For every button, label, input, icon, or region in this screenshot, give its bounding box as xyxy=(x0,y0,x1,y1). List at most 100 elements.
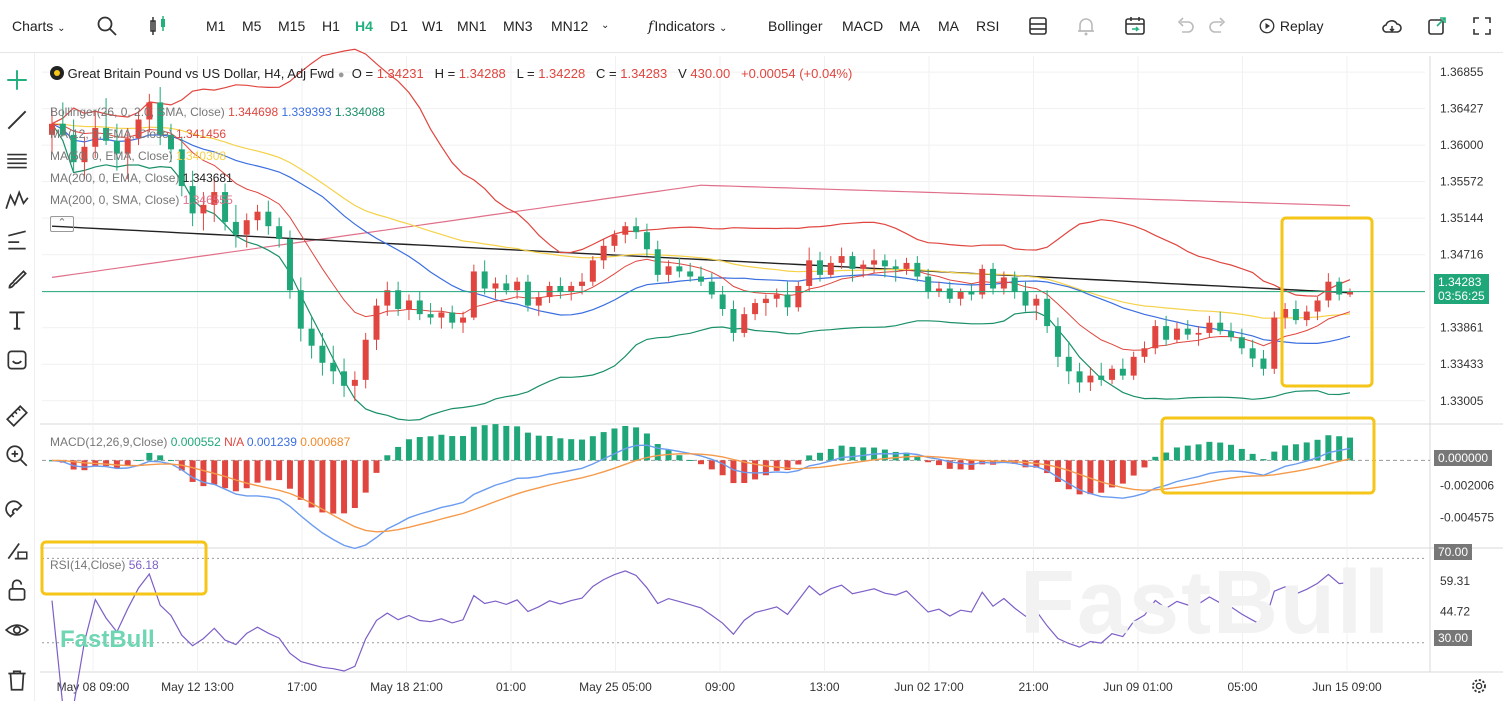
candle-body xyxy=(816,260,823,275)
tf-h4[interactable]: H4 xyxy=(355,18,373,34)
macd-histogram-bar xyxy=(124,460,131,466)
emoji-icon[interactable] xyxy=(4,347,30,373)
macd-histogram-bar xyxy=(362,460,369,493)
rsi-legend[interactable]: RSI(14,Close) 56.18 xyxy=(50,557,159,573)
macd-histogram-bar xyxy=(416,437,423,461)
tf-m5[interactable]: M5 xyxy=(242,18,262,34)
charts-menu[interactable]: Charts ⌄ xyxy=(12,18,66,34)
o-label: O = xyxy=(351,66,374,81)
macd-histogram-bar xyxy=(1087,460,1094,495)
time-axis-label: Jun 15 09:00 xyxy=(1312,680,1382,694)
macd-legend[interactable]: MACD(12,26,9,Close) 0.000552 N/A 0.00123… xyxy=(50,434,350,450)
ma200e-legend[interactable]: MA(200, 0, EMA, Close) 1.343681 xyxy=(50,170,233,186)
candle-body xyxy=(968,291,975,295)
macd-histogram-bar xyxy=(633,427,640,461)
collapse-legend-button[interactable]: ⌃ xyxy=(50,216,74,232)
replay-button[interactable]: Replay xyxy=(1258,16,1323,36)
template-icon[interactable] xyxy=(1026,14,1050,38)
ma12-legend[interactable]: MA(12, 0, EMA, Close) 1.341456 xyxy=(50,126,226,142)
candle-body xyxy=(178,149,185,187)
eye-icon[interactable] xyxy=(4,617,30,643)
trash-icon[interactable] xyxy=(4,667,30,693)
text-icon[interactable] xyxy=(4,307,30,333)
rsi-button[interactable]: RSI xyxy=(976,18,1000,34)
macd-button[interactable]: MACD xyxy=(842,18,884,34)
macd-histogram-bar xyxy=(211,460,218,485)
tf-d1[interactable]: D1 xyxy=(390,18,408,34)
macd-histogram-bar xyxy=(914,456,921,461)
alert-icon[interactable] xyxy=(1074,14,1098,38)
lock-icon[interactable] xyxy=(4,577,30,603)
ruler-icon[interactable] xyxy=(4,403,30,429)
ma-button-2[interactable]: MA xyxy=(938,18,959,34)
magnet-icon[interactable] xyxy=(4,497,30,523)
ma-button-1[interactable]: MA xyxy=(899,18,920,34)
calendar-icon[interactable] xyxy=(1123,14,1147,38)
tf-h1[interactable]: H1 xyxy=(322,18,340,34)
rsi-axis-label: 59.31 xyxy=(1440,574,1470,588)
tf-m1[interactable]: M1 xyxy=(206,18,226,34)
candle-body xyxy=(427,314,434,318)
ma50-legend[interactable]: MA(50, 0, EMA, Close) 1.340308 xyxy=(50,148,226,164)
crosshair-icon[interactable] xyxy=(4,67,30,93)
macd-histogram-bar xyxy=(1249,453,1256,461)
tf-m15[interactable]: M15 xyxy=(278,18,306,34)
candle-body xyxy=(524,281,531,306)
macd-histogram-bar xyxy=(167,460,174,462)
candle-body xyxy=(1314,300,1321,312)
share-icon[interactable] xyxy=(1425,14,1449,38)
chevron-down-icon[interactable]: ⌄ xyxy=(601,20,610,31)
macd-histogram-bar xyxy=(492,424,499,461)
candle-body xyxy=(654,249,661,275)
candle-body xyxy=(1249,348,1256,359)
high-value: 1.34288 xyxy=(458,66,506,81)
macd-histogram-bar xyxy=(643,433,650,461)
macd-histogram-bar xyxy=(481,425,488,461)
candle-body xyxy=(990,268,997,289)
candle-body xyxy=(1336,281,1343,295)
macd-histogram-bar xyxy=(1206,441,1213,461)
fullscreen-icon[interactable] xyxy=(1470,14,1494,38)
horizontal-lines-icon[interactable] xyxy=(4,147,30,173)
macd-histogram-bar xyxy=(654,444,661,461)
bollinger-button[interactable]: Bollinger xyxy=(768,18,823,34)
macd-histogram-bar xyxy=(589,436,596,461)
candle-type-icon[interactable] xyxy=(146,14,170,38)
bollinger-legend[interactable]: Bollinger(26, 0, 2.0, SMA, Close) 1.3446… xyxy=(50,104,385,120)
macd-histogram-bar xyxy=(1054,460,1061,482)
candle-body xyxy=(1163,326,1170,340)
macd-histogram-bar xyxy=(1163,452,1170,461)
macd-histogram-bar xyxy=(1098,460,1105,493)
candle-body xyxy=(1282,309,1289,318)
lock-drawing-icon[interactable] xyxy=(4,537,30,563)
trend-line-icon[interactable] xyxy=(4,107,30,133)
indicators-button[interactable]: f Indicators ⌄ xyxy=(648,18,728,35)
gear-icon[interactable] xyxy=(1470,677,1488,695)
pattern-icon[interactable] xyxy=(4,187,30,213)
macd-histogram-bar xyxy=(265,460,272,481)
macd-histogram-bar xyxy=(1152,456,1159,461)
candle-body xyxy=(330,362,337,372)
ma200s-legend[interactable]: MA(200, 0, SMA, Close) 1.346555 xyxy=(50,192,233,208)
zoom-in-icon[interactable] xyxy=(4,443,30,469)
redo-icon[interactable] xyxy=(1206,14,1230,38)
fibonacci-icon[interactable] xyxy=(4,227,30,253)
undo-icon[interactable] xyxy=(1173,14,1197,38)
candle-body xyxy=(103,128,110,141)
time-axis-label: Jun 02 17:00 xyxy=(894,680,964,694)
tf-w1[interactable]: W1 xyxy=(422,18,443,34)
tf-mn3[interactable]: MN3 xyxy=(503,18,533,34)
cloud-save-icon[interactable] xyxy=(1380,14,1404,38)
ma200-sma-line xyxy=(51,184,1351,278)
tf-mn1[interactable]: MN1 xyxy=(457,18,487,34)
macd-histogram-bar xyxy=(762,460,769,476)
candle-body xyxy=(200,204,207,214)
tf-mn12[interactable]: MN12 xyxy=(551,18,589,34)
macd-histogram-bar xyxy=(449,436,456,461)
search-icon[interactable] xyxy=(95,14,119,38)
brush-icon[interactable] xyxy=(4,267,30,293)
ma12-value: 1.341456 xyxy=(176,127,227,141)
macd-histogram-bar xyxy=(470,426,477,461)
fastbull-logo: FastBull xyxy=(60,626,155,653)
